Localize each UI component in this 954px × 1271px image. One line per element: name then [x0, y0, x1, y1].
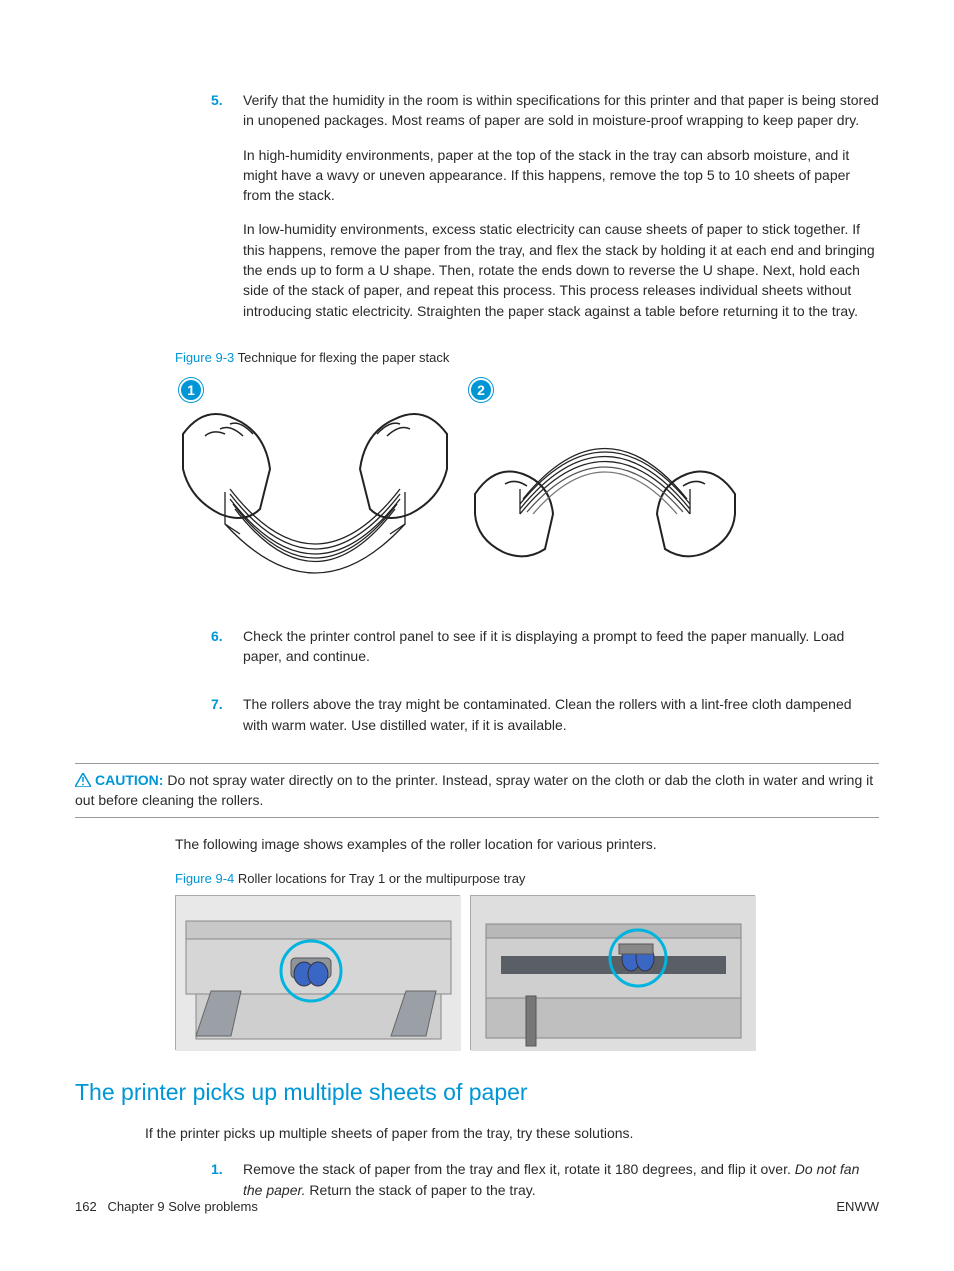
follow-text: The following image shows examples of th… [175, 834, 879, 854]
paper-flex-illustration-2 [465, 374, 745, 604]
step-7-p1: The rollers above the tray might be cont… [243, 694, 879, 735]
figure-9-3-label: Figure 9-3 Technique for flexing the pap… [175, 349, 879, 368]
section-heading-multiple-sheets: The printer picks up multiple sheets of … [75, 1076, 879, 1109]
figure-prefix: Figure 9-4 [175, 871, 234, 886]
figure-caption: Technique for flexing the paper stack [234, 350, 449, 365]
step-6: 6. Check the printer control panel to se… [75, 626, 879, 681]
step-5-p3: In low-humidity environments, excess sta… [243, 219, 879, 320]
step-5-p1: Verify that the humidity in the room is … [243, 90, 879, 131]
step-7: 7. The rollers above the tray might be c… [75, 694, 879, 749]
caution-icon [75, 773, 91, 787]
step-5-p2: In high-humidity environments, paper at … [243, 145, 879, 206]
section-intro: If the printer picks up multiple sheets … [145, 1123, 879, 1143]
section2-step-1-text: Remove the stack of paper from the tray … [243, 1159, 879, 1200]
page-footer: 162 Chapter 9 Solve problems ENWW [75, 1198, 879, 1217]
text-part-a: Remove the stack of paper from the tray … [243, 1161, 795, 1177]
figure-9-3-panel-2: 2 [465, 374, 745, 604]
roller-illustration-1 [176, 896, 461, 1051]
figure-caption: Roller locations for Tray 1 or the multi… [234, 871, 525, 886]
text-part-c: Return the stack of paper to the tray. [306, 1182, 536, 1198]
figure-9-4-panel-1 [175, 895, 460, 1050]
figure-prefix: Figure 9-3 [175, 350, 234, 365]
callout-badge-2: 2 [469, 378, 493, 402]
figure-9-4: Figure 9-4 Roller locations for Tray 1 o… [175, 870, 879, 1050]
caution-box: CAUTION: Do not spray water directly on … [75, 763, 879, 818]
figure-9-4-label: Figure 9-4 Roller locations for Tray 1 o… [175, 870, 879, 889]
step-number: 5. [143, 92, 223, 108]
paper-flex-illustration-1 [175, 374, 455, 604]
caution-text: Do not spray water directly on to the pr… [75, 772, 873, 808]
caution-label: CAUTION: [95, 772, 163, 788]
step-6-p1: Check the printer control panel to see i… [243, 626, 879, 667]
footer-left: 162 Chapter 9 Solve problems [75, 1198, 258, 1217]
figure-9-4-panel-2 [470, 895, 755, 1050]
figure-9-3: Figure 9-3 Technique for flexing the pap… [175, 349, 879, 604]
footer-right: ENWW [836, 1198, 879, 1217]
step-number: 1. [143, 1161, 223, 1177]
callout-badge-1: 1 [179, 378, 203, 402]
page-number: 162 [75, 1199, 97, 1214]
chapter-label: Chapter 9 Solve problems [108, 1199, 258, 1214]
step-5: 5. Verify that the humidity in the room … [75, 90, 879, 335]
step-number: 7. [143, 696, 223, 712]
roller-illustration-2 [471, 896, 756, 1051]
figure-9-3-panel-1: 1 [175, 374, 455, 604]
step-number: 6. [143, 628, 223, 644]
